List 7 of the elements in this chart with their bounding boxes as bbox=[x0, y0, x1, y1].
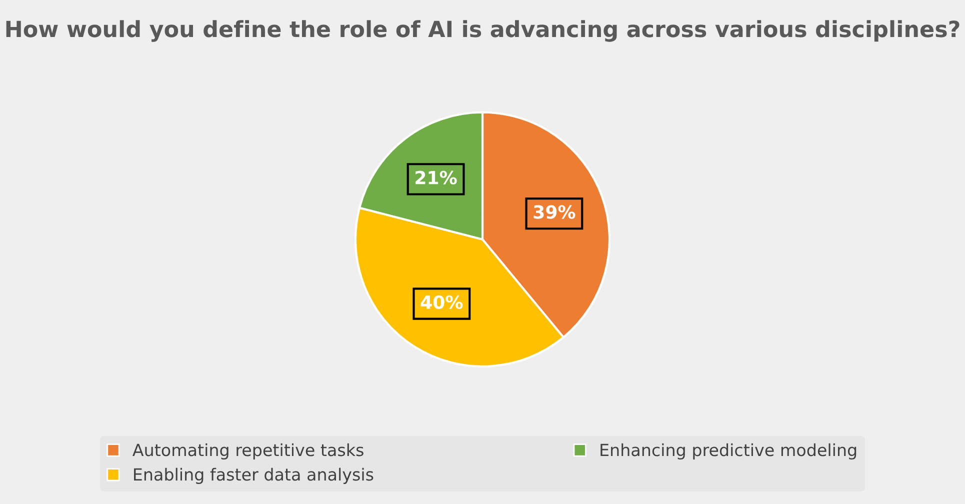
chart-title: How would you define the role of AI is advancing across various disciplines? bbox=[6, 20, 960, 42]
data-label: 39% bbox=[534, 205, 576, 219]
legend-label: Enhancing predictive modeling bbox=[600, 443, 856, 460]
data-label: 21% bbox=[416, 170, 457, 184]
legend-label: Enabling faster data analysis bbox=[134, 468, 374, 484]
legend-label: Automating repetitive tasks bbox=[132, 443, 364, 460]
data-label: 40% bbox=[420, 295, 463, 309]
